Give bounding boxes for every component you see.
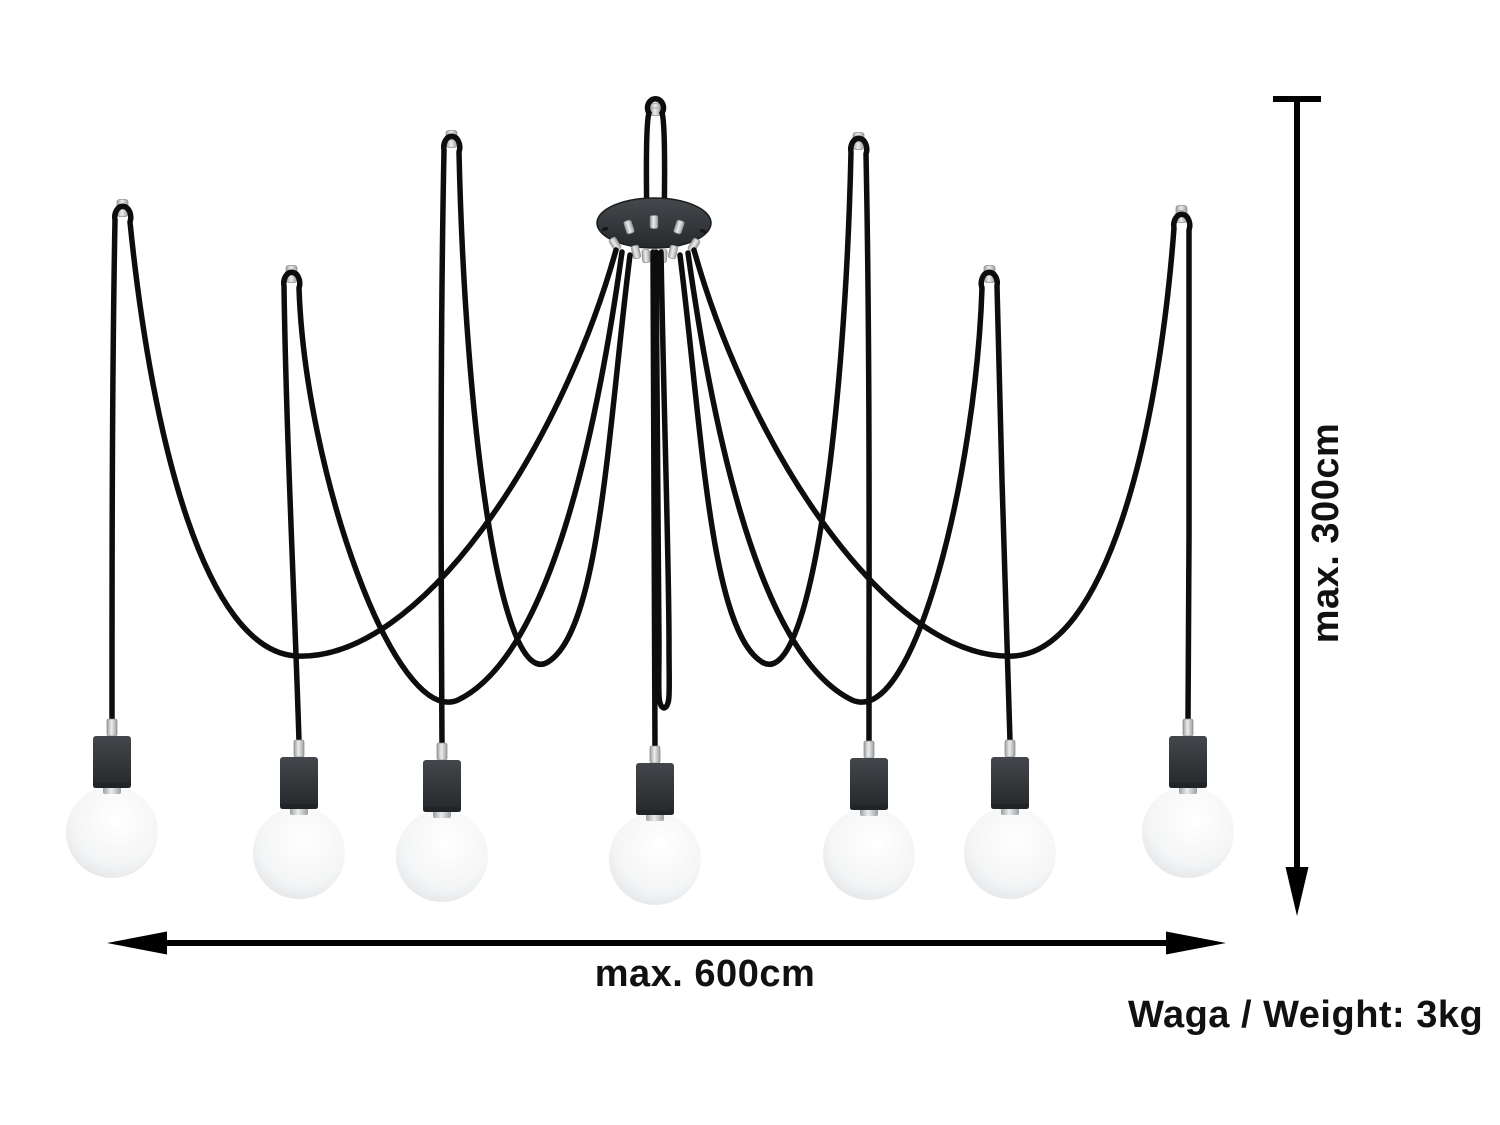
bulb-assemblies [65, 718, 1235, 906]
dimension-annotations [107, 96, 1321, 955]
width-dimension [107, 931, 1226, 955]
cable-5 [677, 135, 872, 747]
cable-4-slack-loop [653, 249, 673, 711]
bulb-assembly-2 [252, 739, 346, 900]
suspension-cables [109, 133, 1193, 752]
bulb-assembly-1 [65, 718, 159, 879]
width-dimension-label: max. 600cm [595, 953, 816, 995]
cable-4-drop [650, 249, 658, 752]
height-dimension [1273, 96, 1321, 916]
canopy-screw-slot-right [699, 228, 707, 234]
cable-7 [691, 211, 1193, 725]
bulb-assembly-3 [395, 742, 489, 903]
bulb-assembly-5 [822, 740, 916, 901]
canopy-screw-slot-left [601, 226, 609, 232]
cable-1 [109, 203, 619, 725]
down-arrowhead-icon [1285, 867, 1309, 916]
cable-6 [685, 250, 1013, 744]
bulb-assembly-6 [963, 739, 1057, 900]
canopy-top-loop-cable [643, 96, 668, 229]
labels: max. 300cm max. 600cm Waga / Weight: 3kg [595, 423, 1483, 1036]
weight-label: Waga / Weight: 3kg [1128, 994, 1483, 1036]
grommet [641, 248, 651, 264]
cable-2 [281, 249, 625, 744]
grommet [649, 215, 659, 229]
height-dimension-label: max. 300cm [1305, 423, 1347, 644]
bulb-assembly-4 [608, 745, 702, 906]
left-arrowhead-icon [107, 931, 167, 955]
cable-3 [438, 133, 633, 749]
right-arrowhead-icon [1166, 931, 1226, 955]
bulb-assembly-7 [1141, 718, 1235, 879]
